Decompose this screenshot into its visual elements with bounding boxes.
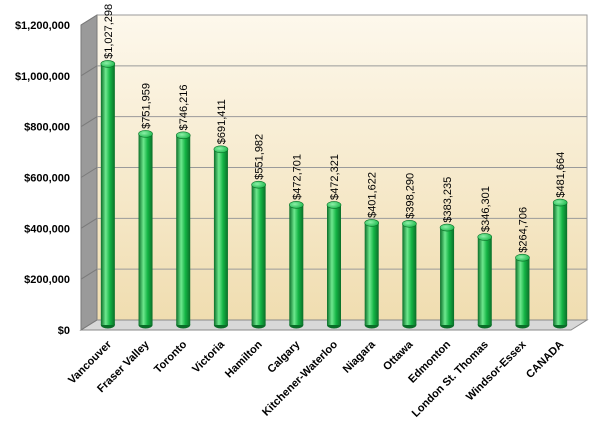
bar-body bbox=[289, 204, 304, 325]
bar bbox=[289, 201, 304, 329]
gridline-side bbox=[80, 116, 98, 128]
data-label: $746,216 bbox=[178, 84, 190, 130]
data-label: $481,664 bbox=[555, 152, 567, 198]
x-tick-label: Calgary bbox=[265, 338, 303, 376]
data-label: $398,290 bbox=[404, 173, 416, 219]
y-tick-label: $0 bbox=[58, 325, 70, 337]
y-tick-label: $600,000 bbox=[24, 173, 70, 185]
bar-body bbox=[100, 63, 115, 326]
gridline-side bbox=[80, 167, 98, 178]
bar-cap bbox=[100, 60, 116, 68]
bar-body bbox=[364, 222, 379, 325]
bar-body bbox=[402, 223, 417, 325]
bar-body bbox=[515, 257, 530, 325]
bar bbox=[100, 60, 116, 329]
bar bbox=[552, 198, 568, 329]
x-tick-label: Victoria bbox=[190, 338, 227, 375]
gridline-side bbox=[80, 14, 98, 26]
bar bbox=[402, 219, 417, 329]
bar bbox=[326, 201, 342, 329]
data-label: $751,959 bbox=[141, 83, 153, 129]
data-label: $264,706 bbox=[517, 207, 529, 253]
y-tick-label: $1,000,000 bbox=[15, 71, 70, 83]
bar bbox=[251, 180, 266, 329]
bar-cap bbox=[326, 201, 342, 209]
bar-cap bbox=[477, 233, 493, 241]
bar-body bbox=[138, 133, 153, 325]
bar bbox=[515, 253, 530, 329]
bar-body bbox=[327, 204, 341, 325]
bar bbox=[364, 219, 379, 329]
x-tick-label: CANADA bbox=[524, 339, 566, 381]
data-label: $691,411 bbox=[216, 99, 228, 144]
bar-body bbox=[176, 135, 191, 325]
bar-cap bbox=[364, 219, 379, 227]
bar-cap bbox=[213, 145, 229, 154]
data-label: $383,235 bbox=[442, 177, 454, 223]
bar-cap bbox=[289, 201, 304, 209]
bar-body bbox=[440, 227, 455, 325]
bar bbox=[213, 145, 229, 329]
data-label: $551,982 bbox=[254, 134, 266, 180]
data-label: $1,027,298 bbox=[103, 4, 115, 59]
y-tick-label: $400,000 bbox=[24, 223, 70, 235]
data-label: $401,622 bbox=[367, 172, 379, 218]
bar-body bbox=[477, 236, 492, 325]
bar-cap bbox=[515, 253, 530, 262]
bars: $1,027,298 $751,959 $746,216 $691,411 $551,9… bbox=[100, 4, 568, 329]
bar-body bbox=[251, 184, 266, 325]
x-tick-label: Niagara bbox=[341, 338, 379, 376]
bar-cap bbox=[402, 219, 417, 228]
gridline-side bbox=[80, 217, 98, 229]
bar-body bbox=[553, 202, 568, 325]
x-tick-label: Kitchener-Waterloo bbox=[260, 338, 340, 418]
gridline-side bbox=[80, 319, 98, 331]
data-label: $472,321 bbox=[329, 154, 341, 200]
x-tick-label: Toronto bbox=[152, 338, 189, 375]
bar-body bbox=[213, 149, 228, 325]
bar-cap bbox=[138, 130, 153, 138]
x-tick-label: Ottawa bbox=[381, 338, 416, 373]
bar bbox=[138, 130, 153, 329]
y-axis: $0 $200,000 $400,000 $600,000 $800,000 $1,000… bbox=[15, 20, 70, 337]
bar bbox=[439, 223, 455, 329]
bar-cap bbox=[175, 131, 191, 140]
x-tick-label: Hamilton bbox=[223, 338, 265, 380]
y-tick-label: $200,000 bbox=[24, 274, 70, 286]
gridline-side bbox=[80, 268, 98, 280]
gridline-side bbox=[80, 65, 98, 77]
data-label: $472,701 bbox=[291, 154, 303, 200]
bar-cap bbox=[251, 180, 266, 189]
y-tick-label: $800,000 bbox=[24, 122, 70, 134]
data-label: $346,301 bbox=[480, 186, 492, 232]
bar bbox=[477, 233, 493, 329]
y-tick-label: $1,200,000 bbox=[15, 20, 70, 32]
bar bbox=[175, 131, 191, 329]
bar-cap bbox=[439, 223, 455, 232]
bar-cap bbox=[552, 198, 568, 207]
